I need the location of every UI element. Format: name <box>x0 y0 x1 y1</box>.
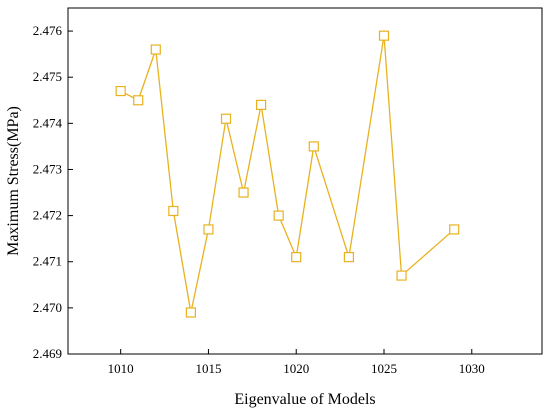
data-point <box>134 96 143 105</box>
data-point <box>450 225 459 234</box>
y-tick-label: 2.470 <box>33 300 62 315</box>
data-point <box>257 100 266 109</box>
data-point <box>151 45 160 54</box>
data-point <box>222 114 231 123</box>
x-tick-label: 1020 <box>283 361 309 376</box>
data-point <box>169 206 178 215</box>
x-tick-label: 1015 <box>195 361 221 376</box>
x-tick-label: 1030 <box>459 361 485 376</box>
data-point <box>380 31 389 40</box>
series-layer <box>116 31 459 317</box>
x-axis-title: Eigenvalue of Models <box>234 391 375 408</box>
data-point <box>309 142 318 151</box>
y-tick-label: 2.474 <box>33 115 63 130</box>
data-point <box>397 271 406 280</box>
data-point <box>274 211 283 220</box>
data-point <box>116 87 125 96</box>
y-axis-title: Maximum Stress(MPa) <box>5 106 22 256</box>
y-tick-label: 2.475 <box>33 69 62 84</box>
y-tick-label: 2.469 <box>33 346 62 361</box>
x-axis: 1010 1015 1020 1025 1030 <box>108 349 485 376</box>
y-axis: 2.469 2.470 2.471 2.472 2.473 2.474 2.475 2.476 <box>33 23 73 361</box>
x-tick-label: 1025 <box>371 361 397 376</box>
data-point <box>344 253 353 262</box>
x-tick-label: 1010 <box>108 361 134 376</box>
y-tick-label: 2.472 <box>33 208 62 223</box>
plot-frame <box>68 8 542 354</box>
y-tick-label: 2.473 <box>33 161 62 176</box>
data-point <box>186 308 195 317</box>
data-point <box>204 225 213 234</box>
y-tick-label: 2.471 <box>33 254 62 269</box>
data-point <box>239 188 248 197</box>
data-point <box>292 253 301 262</box>
y-tick-label: 2.476 <box>33 23 63 38</box>
